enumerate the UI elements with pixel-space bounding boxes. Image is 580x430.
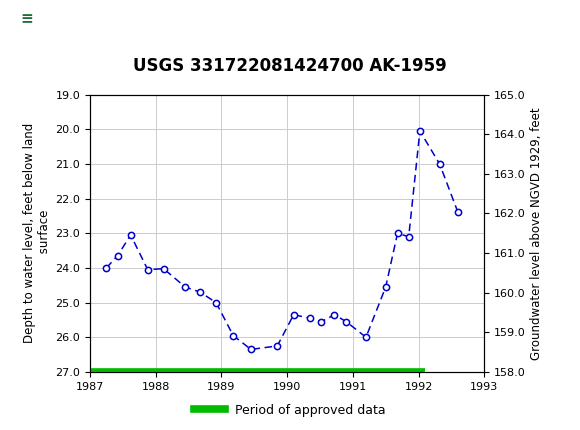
Text: USGS: USGS (67, 11, 114, 26)
FancyBboxPatch shape (5, 3, 48, 34)
Legend: Period of approved data: Period of approved data (189, 399, 391, 422)
Text: ≡: ≡ (20, 11, 33, 26)
Y-axis label: Groundwater level above NGVD 1929, feet: Groundwater level above NGVD 1929, feet (530, 107, 543, 359)
Text: USGS 331722081424700 AK-1959: USGS 331722081424700 AK-1959 (133, 57, 447, 75)
Y-axis label: Depth to water level, feet below land
 surface: Depth to water level, feet below land su… (23, 123, 51, 344)
